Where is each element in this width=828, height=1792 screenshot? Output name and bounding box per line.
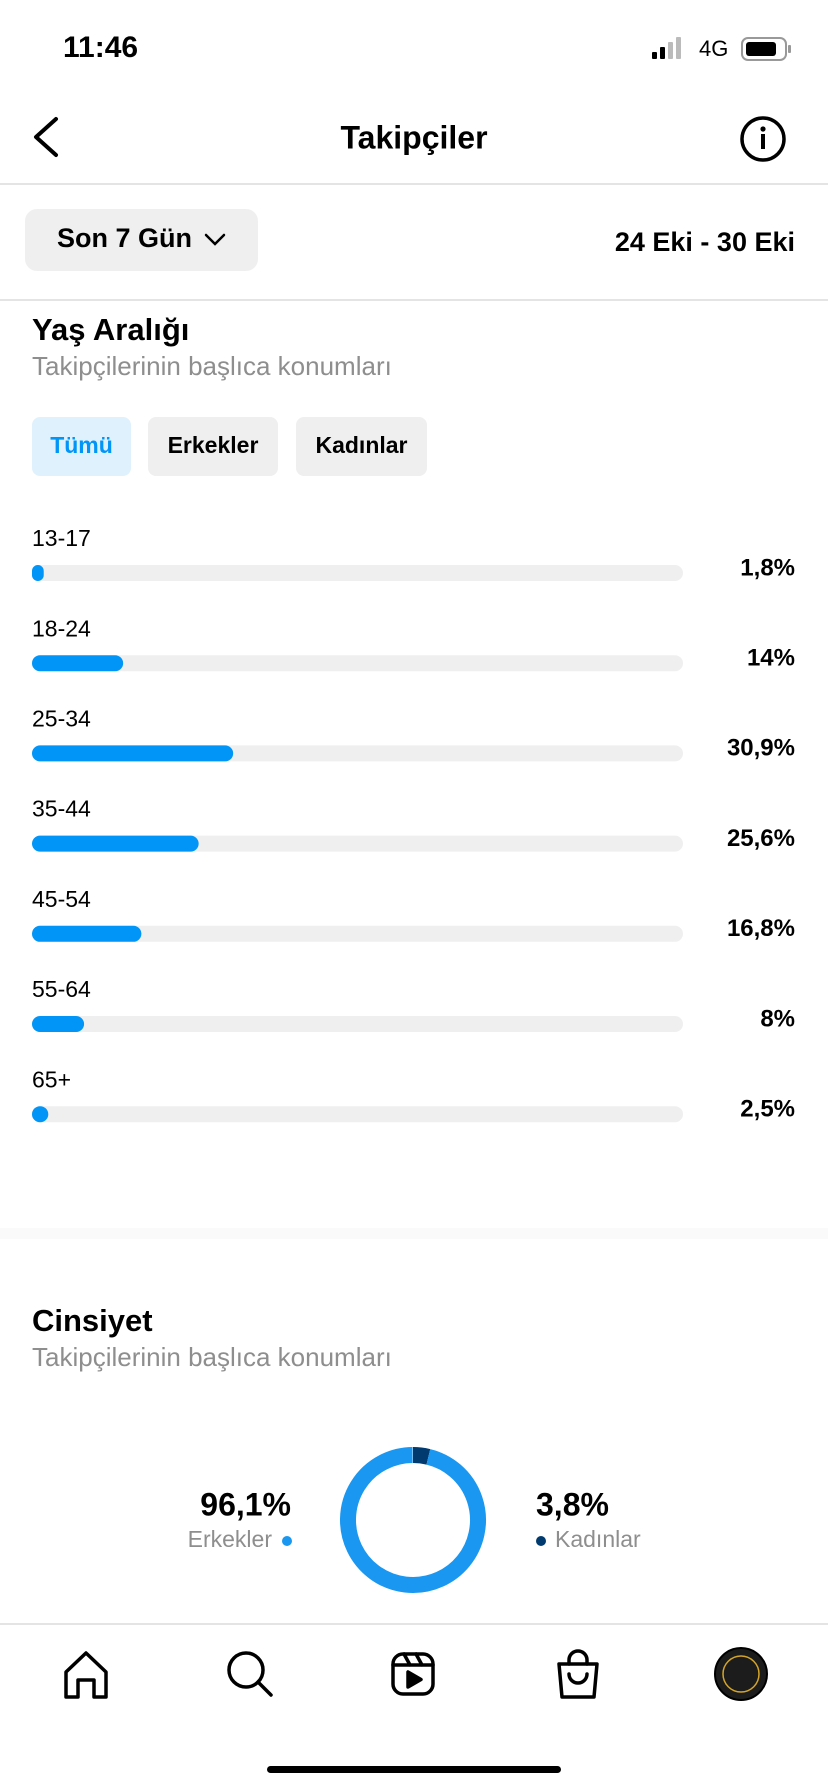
bar: [32, 565, 44, 581]
donut-segment: [412, 1446, 431, 1465]
chevron: [204, 233, 226, 246]
shop-tab[interactable]: [557, 1649, 599, 1699]
tab-label: Tümü: [50, 432, 113, 458]
battery-icon: [741, 37, 791, 61]
home-tab[interactable]: [64, 1651, 108, 1699]
value-label: 14%: [747, 645, 795, 672]
bar-track: [32, 655, 683, 672]
donut-segment: [340, 1447, 487, 1593]
age-chart: 13-17 1,8% 18-24 14% 25-34 30,9% 35-44 25,6% 45-…: [32, 525, 795, 1123]
bar: [32, 745, 234, 762]
tab-label: Erkekler: [168, 432, 259, 458]
date-range: 24 Eki - 30 Eki: [615, 227, 795, 257]
bar-track: [32, 1016, 683, 1032]
time: 11:46: [63, 31, 138, 64]
period-button[interactable]: [25, 209, 258, 271]
period: Son 7 Gün: [57, 223, 192, 253]
tab[interactable]: [148, 417, 278, 476]
value-label: 1,8%: [740, 554, 795, 581]
bar: [32, 925, 142, 942]
bar-track: [32, 925, 683, 942]
bar-track: [32, 565, 683, 581]
tab[interactable]: [296, 417, 427, 476]
header-title: Takipçiler: [340, 119, 487, 155]
profile-tab[interactable]: [714, 1647, 768, 1701]
reels-tab[interactable]: [391, 1652, 435, 1696]
value-label: 2,5%: [740, 1096, 795, 1123]
section-subtitle: Takipçilerinin başlıca konumları: [32, 1342, 392, 1372]
category-label: 55-64: [32, 976, 91, 1002]
tab-label: Kadınlar: [315, 432, 407, 458]
value-label: 16,8%: [727, 915, 795, 942]
section-separator: [0, 1228, 828, 1239]
category-label: 13-17: [32, 525, 91, 551]
section-subtitle: Takipçilerinin başlıca konumları: [32, 351, 392, 381]
category-label: 25-34: [32, 705, 91, 731]
category-label: 65+: [32, 1066, 71, 1092]
legend-dot: [536, 1536, 546, 1546]
legend-label: Kadınlar: [555, 1526, 641, 1552]
value-label: 25,6%: [727, 825, 795, 852]
search-tab[interactable]: [227, 1651, 273, 1697]
value-label: 8%: [760, 1005, 795, 1032]
bar: [32, 1016, 85, 1032]
signal-icon: [652, 37, 681, 59]
section-title: Yaş Aralığı: [32, 312, 189, 347]
bar: [32, 1106, 49, 1123]
category-label: 45-54: [32, 886, 91, 912]
back-button[interactable]: [34, 117, 58, 157]
network: 4G: [699, 36, 728, 61]
value-label: 3,8%: [536, 1486, 609, 1522]
legend-dot: [282, 1536, 292, 1546]
home-indicator: [267, 1766, 561, 1773]
value-label: 96,1%: [200, 1486, 291, 1522]
category-label: 35-44: [32, 796, 91, 822]
tab[interactable]: [32, 417, 131, 476]
value-label: 30,9%: [727, 735, 795, 762]
section-title: Cinsiyet: [32, 1303, 153, 1338]
bar: [32, 655, 124, 672]
gender-chart: [340, 1446, 487, 1593]
category-label: 18-24: [32, 615, 91, 641]
bar: [32, 835, 199, 852]
legend-label: Erkekler: [188, 1526, 273, 1552]
info-button[interactable]: [740, 116, 786, 162]
bar-track: [32, 1106, 683, 1123]
